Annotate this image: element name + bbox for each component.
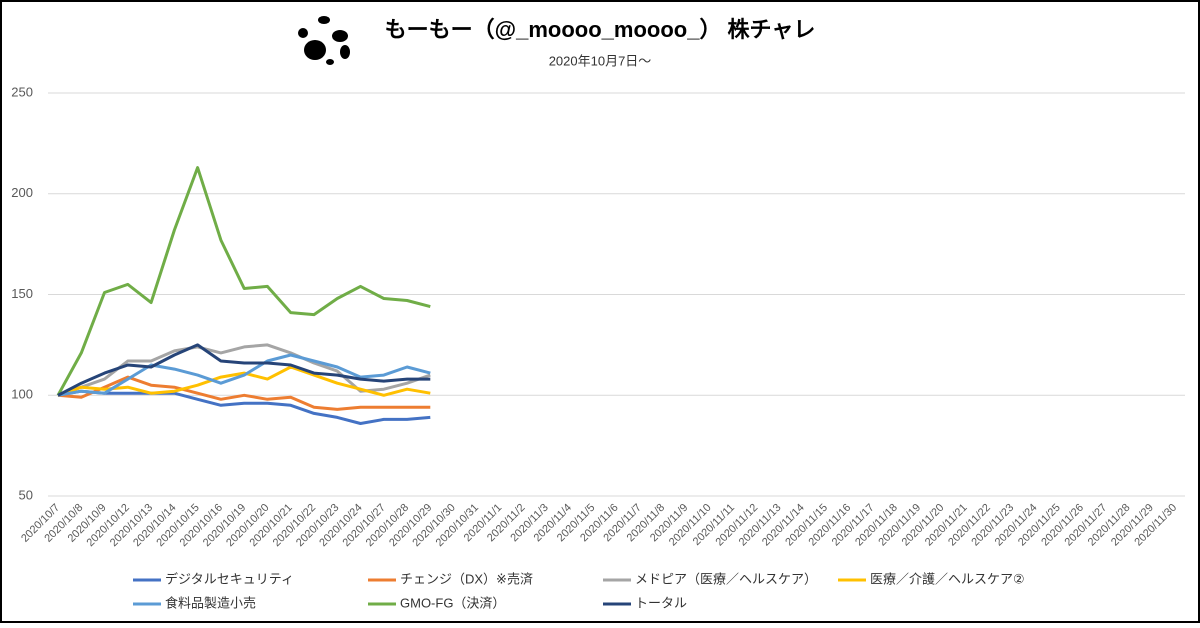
series-line (57, 353, 431, 397)
legend-label: チェンジ（DX）※売済 (400, 571, 533, 586)
chart-title: もーもー（@_moooo_moooo_） 株チャレ (385, 17, 816, 42)
legend-label: デジタルセキュリティ (165, 571, 294, 586)
legend-label: 食料品製造小売 (165, 595, 256, 610)
legend-label: 医療／介護／ヘルスケア② (870, 571, 1025, 586)
y-tick-label: 250 (11, 84, 33, 99)
avatar-icon (297, 12, 353, 68)
y-tick-label: 200 (11, 185, 33, 200)
series-line (57, 343, 431, 397)
legend-label: GMO-FG（決済） (400, 595, 505, 610)
y-tick-label: 150 (11, 286, 33, 301)
legend-label: メドピア（医療／ヘルスケア） (635, 571, 817, 586)
legend-label: トータル (635, 595, 687, 610)
y-tick-label: 100 (11, 387, 33, 402)
chart-subtitle: 2020年10月7日～ (549, 53, 652, 68)
y-tick-label: 50 (19, 487, 33, 502)
series-line (57, 365, 431, 397)
series-line (57, 389, 431, 425)
series-line (57, 375, 431, 411)
series-line (56, 166, 431, 397)
